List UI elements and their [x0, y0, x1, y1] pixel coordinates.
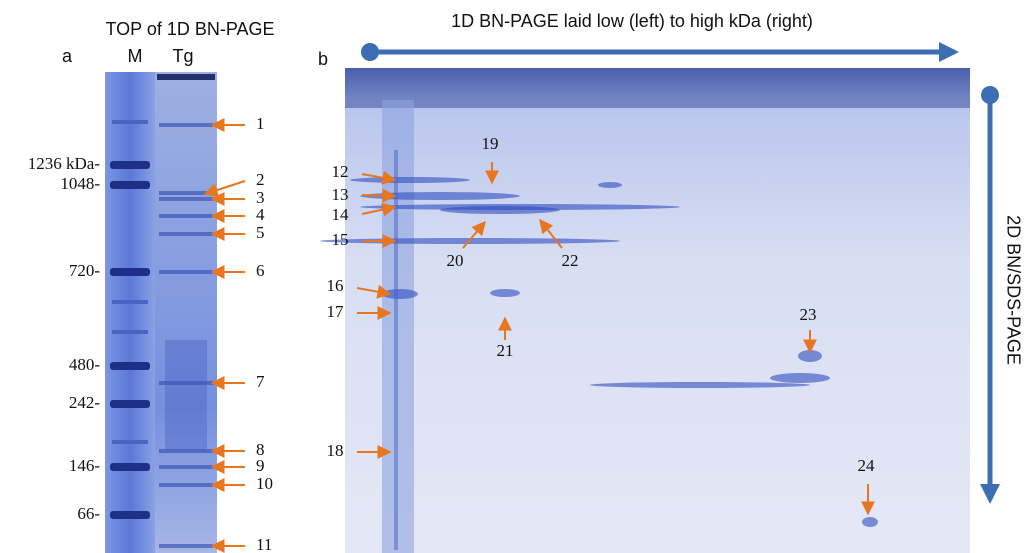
band-label: 11 — [256, 535, 272, 553]
marker-band — [110, 268, 150, 276]
spot-label: 18 — [327, 441, 344, 460]
spot-label: 23 — [800, 305, 817, 324]
band-label: 3 — [256, 188, 265, 207]
spot-label: 21 — [497, 341, 514, 360]
protein-spot — [770, 373, 830, 383]
sample-band — [159, 232, 213, 236]
spot-label: 12 — [332, 162, 349, 181]
gel-2d — [345, 68, 970, 553]
marker-label: 66- — [77, 504, 100, 523]
sample-band — [159, 465, 213, 469]
sample-band — [159, 197, 213, 201]
sample-band — [159, 483, 213, 487]
band-label: 10 — [256, 474, 273, 493]
y-arrow-label: 2D BN/SDS-PAGE — [1003, 215, 1023, 365]
lane-label: Tg — [172, 46, 193, 66]
marker-band — [112, 440, 148, 444]
protein-spot — [490, 289, 520, 297]
spot-arrow — [539, 218, 563, 249]
band-label: 2 — [256, 170, 265, 189]
marker-band — [112, 300, 148, 304]
marker-band — [110, 511, 150, 519]
marker-label: 146- — [69, 456, 101, 475]
spot-label: 16 — [327, 276, 344, 295]
marker-lane — [105, 72, 155, 553]
panel-letter: a — [62, 46, 73, 66]
band-label: 9 — [256, 456, 265, 475]
marker-band — [112, 330, 148, 334]
protein-spot — [598, 182, 622, 188]
protein-spot — [440, 206, 560, 214]
sample-band — [159, 381, 213, 385]
spot-arrow — [361, 170, 397, 185]
well — [157, 74, 215, 80]
marker-label: 720- — [69, 261, 101, 280]
marker-label: 480- — [69, 355, 101, 374]
protein-spot — [862, 517, 878, 527]
band-label: 1 — [256, 114, 265, 133]
sample-band — [159, 544, 213, 548]
band-label: 8 — [256, 440, 265, 459]
sample-band — [159, 270, 213, 274]
sample-lane — [155, 72, 217, 553]
spot-label: 14 — [332, 205, 350, 224]
x-arrow-label: 1D BN-PAGE laid low (left) to high kDa (… — [451, 11, 813, 31]
panel-letter: b — [318, 49, 328, 69]
marker-band — [110, 161, 150, 169]
panel-a-title: TOP of 1D BN-PAGE — [105, 19, 274, 39]
band-arrow — [203, 180, 246, 197]
sample-band — [159, 214, 213, 218]
spot-arrow — [361, 188, 397, 203]
spot-label: 24 — [858, 456, 876, 475]
gel-top — [345, 68, 970, 108]
marker-band — [110, 400, 150, 408]
protein-spot — [590, 382, 810, 388]
protein-spot — [350, 177, 470, 183]
marker-label: 1236 kDa- — [28, 154, 101, 173]
spot-label: 15 — [332, 230, 349, 249]
sample-band — [159, 191, 213, 195]
marker-band — [110, 362, 150, 370]
marker-label: 242- — [69, 393, 101, 412]
smear — [165, 340, 207, 450]
marker-label: 1048- — [60, 174, 100, 193]
band-label: 4 — [256, 205, 265, 224]
spot-label: 19 — [482, 134, 499, 153]
spot-arrow — [356, 284, 392, 299]
sample-band — [159, 449, 213, 453]
band-label: 7 — [256, 372, 265, 391]
marker-band — [110, 181, 150, 189]
spot-label: 22 — [562, 251, 579, 270]
band-label: 5 — [256, 223, 265, 242]
spot-label: 20 — [447, 251, 464, 270]
spot-label: 17 — [327, 302, 345, 321]
sample-band — [159, 123, 213, 127]
lane-label: M — [128, 46, 143, 66]
protein-spot — [360, 192, 520, 200]
marker-band — [112, 120, 148, 124]
marker-band — [110, 463, 150, 471]
spot-arrow — [462, 220, 486, 249]
spot-arrow — [361, 202, 397, 217]
band-label: 6 — [256, 261, 265, 280]
spot-label: 13 — [332, 185, 349, 204]
